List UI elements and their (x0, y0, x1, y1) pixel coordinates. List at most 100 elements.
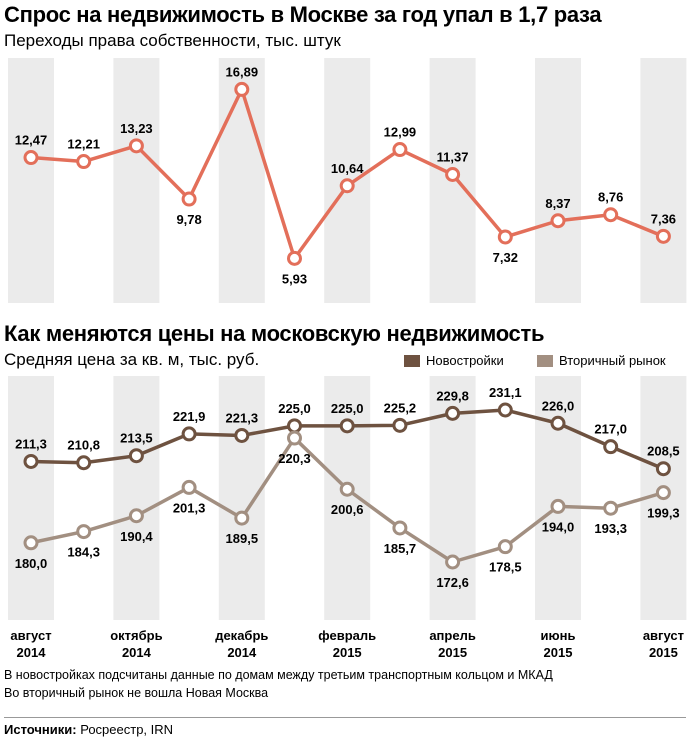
x-tick-month-4: апрель (429, 628, 476, 643)
secondary-value-label-10: 194,0 (542, 519, 575, 534)
x-tick-year-6: 2015 (649, 645, 678, 660)
new-buildings-point-8 (445, 405, 461, 421)
new-buildings-value-label-9: 231,1 (489, 385, 522, 400)
new-buildings-value-label-11: 217,0 (594, 422, 627, 437)
x-tick-year-4: 2015 (438, 645, 467, 660)
chart2-stripe-6 (324, 376, 371, 620)
secondary-value-label-7: 185,7 (384, 541, 417, 556)
secondary-value-label-1: 184,3 (67, 545, 100, 560)
secondary-value-label-3: 201,3 (173, 500, 206, 515)
new-buildings-value-label-10: 226,0 (542, 398, 575, 413)
demand-value-label-2: 13,23 (120, 121, 153, 136)
x-tick-month-0: август (10, 628, 51, 643)
demand-point-1 (76, 154, 92, 170)
chart1-stripe-0 (8, 58, 54, 303)
chart1-stripe-10 (535, 58, 581, 303)
chart1-stripe-4 (218, 58, 265, 303)
new-buildings-value-label-1: 210,8 (67, 438, 100, 453)
demand-point-10 (550, 213, 566, 229)
x-tick-year-1: 2014 (122, 645, 152, 660)
secondary-point-4 (234, 510, 250, 526)
x-tick-year-5: 2015 (544, 645, 573, 660)
new-buildings-point-9 (497, 402, 513, 418)
x-tick-month-2: декабрь (215, 628, 268, 643)
demand-value-label-11: 8,76 (598, 190, 623, 205)
new-buildings-point-12 (655, 461, 671, 477)
x-tick-month-3: февраль (318, 628, 376, 643)
secondary-value-label-12: 199,3 (647, 506, 680, 521)
secondary-point-9 (497, 539, 513, 555)
legend-secondary-market: Вторичный рынок (537, 353, 666, 368)
new-buildings-value-label-0: 211,3 (15, 436, 47, 451)
source-label: Источники: (4, 722, 77, 737)
chart2-stripe-4 (218, 376, 265, 620)
chart2-x-axis: август 2014 октябрь 2014 декабрь 2014 февраль 2… (10, 628, 684, 660)
new-buildings-value-label-4: 221,3 (226, 410, 259, 425)
x-tick-year-3: 2015 (333, 645, 362, 660)
secondary-point-3 (181, 479, 197, 495)
new-buildings-point-2 (128, 448, 144, 464)
new-buildings-point-11 (603, 439, 619, 455)
demand-value-label-9: 7,32 (493, 250, 518, 265)
chart1-title: Спрос на недвижимость в Москве за год уп… (4, 2, 602, 27)
new-buildings-point-6 (339, 418, 355, 434)
chart1-stripe-12 (640, 58, 687, 303)
secondary-point-1 (76, 524, 92, 540)
secondary-point-12 (655, 485, 671, 501)
secondary-value-label-2: 190,4 (120, 529, 153, 544)
new-buildings-point-4 (234, 427, 250, 443)
x-tick-month-1: октябрь (110, 628, 162, 643)
chart2-stripes (8, 376, 687, 620)
secondary-point-8 (445, 554, 461, 570)
new-buildings-point-0 (23, 453, 39, 469)
source-text: Росреестр, IRN (76, 722, 174, 737)
secondary-point-0 (23, 535, 39, 551)
chart2-plot: 211,3 210,8 213,5 221,9 221,3 225,0 225,0 225,2… (15, 385, 680, 590)
x-tick-year-0: 2014 (17, 645, 47, 660)
new-buildings-value-label-7: 225,2 (384, 400, 417, 415)
demand-point-6 (339, 178, 355, 194)
demand-point-5 (287, 250, 302, 266)
new-buildings-point-7 (392, 417, 408, 433)
chart1-subtitle: Переходы права собственности, тыс. штук (4, 31, 341, 50)
new-buildings-point-1 (76, 455, 92, 471)
new-buildings-value-label-3: 221,9 (173, 409, 206, 424)
secondary-value-label-9: 178,5 (489, 560, 522, 575)
new-buildings-point-3 (181, 426, 197, 442)
secondary-value-label-5: 220,3 (278, 451, 311, 466)
demand-point-8 (445, 167, 461, 183)
new-buildings-value-label-5: 225,0 (278, 401, 311, 416)
secondary-point-6 (339, 481, 355, 497)
demand-point-11 (603, 207, 619, 223)
demand-value-label-8: 11,37 (437, 150, 469, 165)
legend-swatch-secondary (537, 354, 553, 367)
source-line: Источники: Росреестр, IRN (4, 717, 686, 737)
demand-value-label-5: 5,93 (282, 271, 307, 286)
new-buildings-value-label-8: 229,8 (436, 388, 469, 403)
secondary-point-10 (550, 498, 566, 514)
demand-value-label-12: 7,36 (651, 211, 676, 226)
new-buildings-value-label-12: 208,5 (647, 444, 680, 459)
demand-value-label-6: 10,64 (331, 161, 364, 176)
chart1-stripes (8, 58, 687, 303)
secondary-value-label-0: 180,0 (15, 556, 48, 571)
secondary-point-2 (128, 508, 144, 524)
demand-value-label-0: 12,47 (15, 133, 48, 148)
legend-label-new: Новостройки (426, 353, 504, 368)
demand-point-0 (23, 150, 39, 166)
new-buildings-value-label-6: 225,0 (331, 401, 364, 416)
demand-value-label-1: 12,21 (67, 137, 100, 152)
secondary-value-label-8: 172,6 (436, 575, 469, 590)
demand-point-2 (128, 138, 144, 154)
x-tick-year-2: 2014 (227, 645, 257, 660)
chart2-stripe-2 (113, 376, 160, 620)
demand-point-4 (234, 81, 250, 97)
demand-value-label-3: 9,78 (176, 212, 201, 227)
demand-value-label-7: 12,99 (384, 125, 417, 140)
secondary-point-7 (392, 520, 408, 536)
demand-point-9 (497, 229, 513, 245)
demand-value-label-4: 16,89 (226, 64, 259, 79)
chart2-title: Как меняются цены на московскую недвижим… (4, 321, 545, 346)
legend-label-secondary: Вторичный рынок (559, 353, 666, 368)
